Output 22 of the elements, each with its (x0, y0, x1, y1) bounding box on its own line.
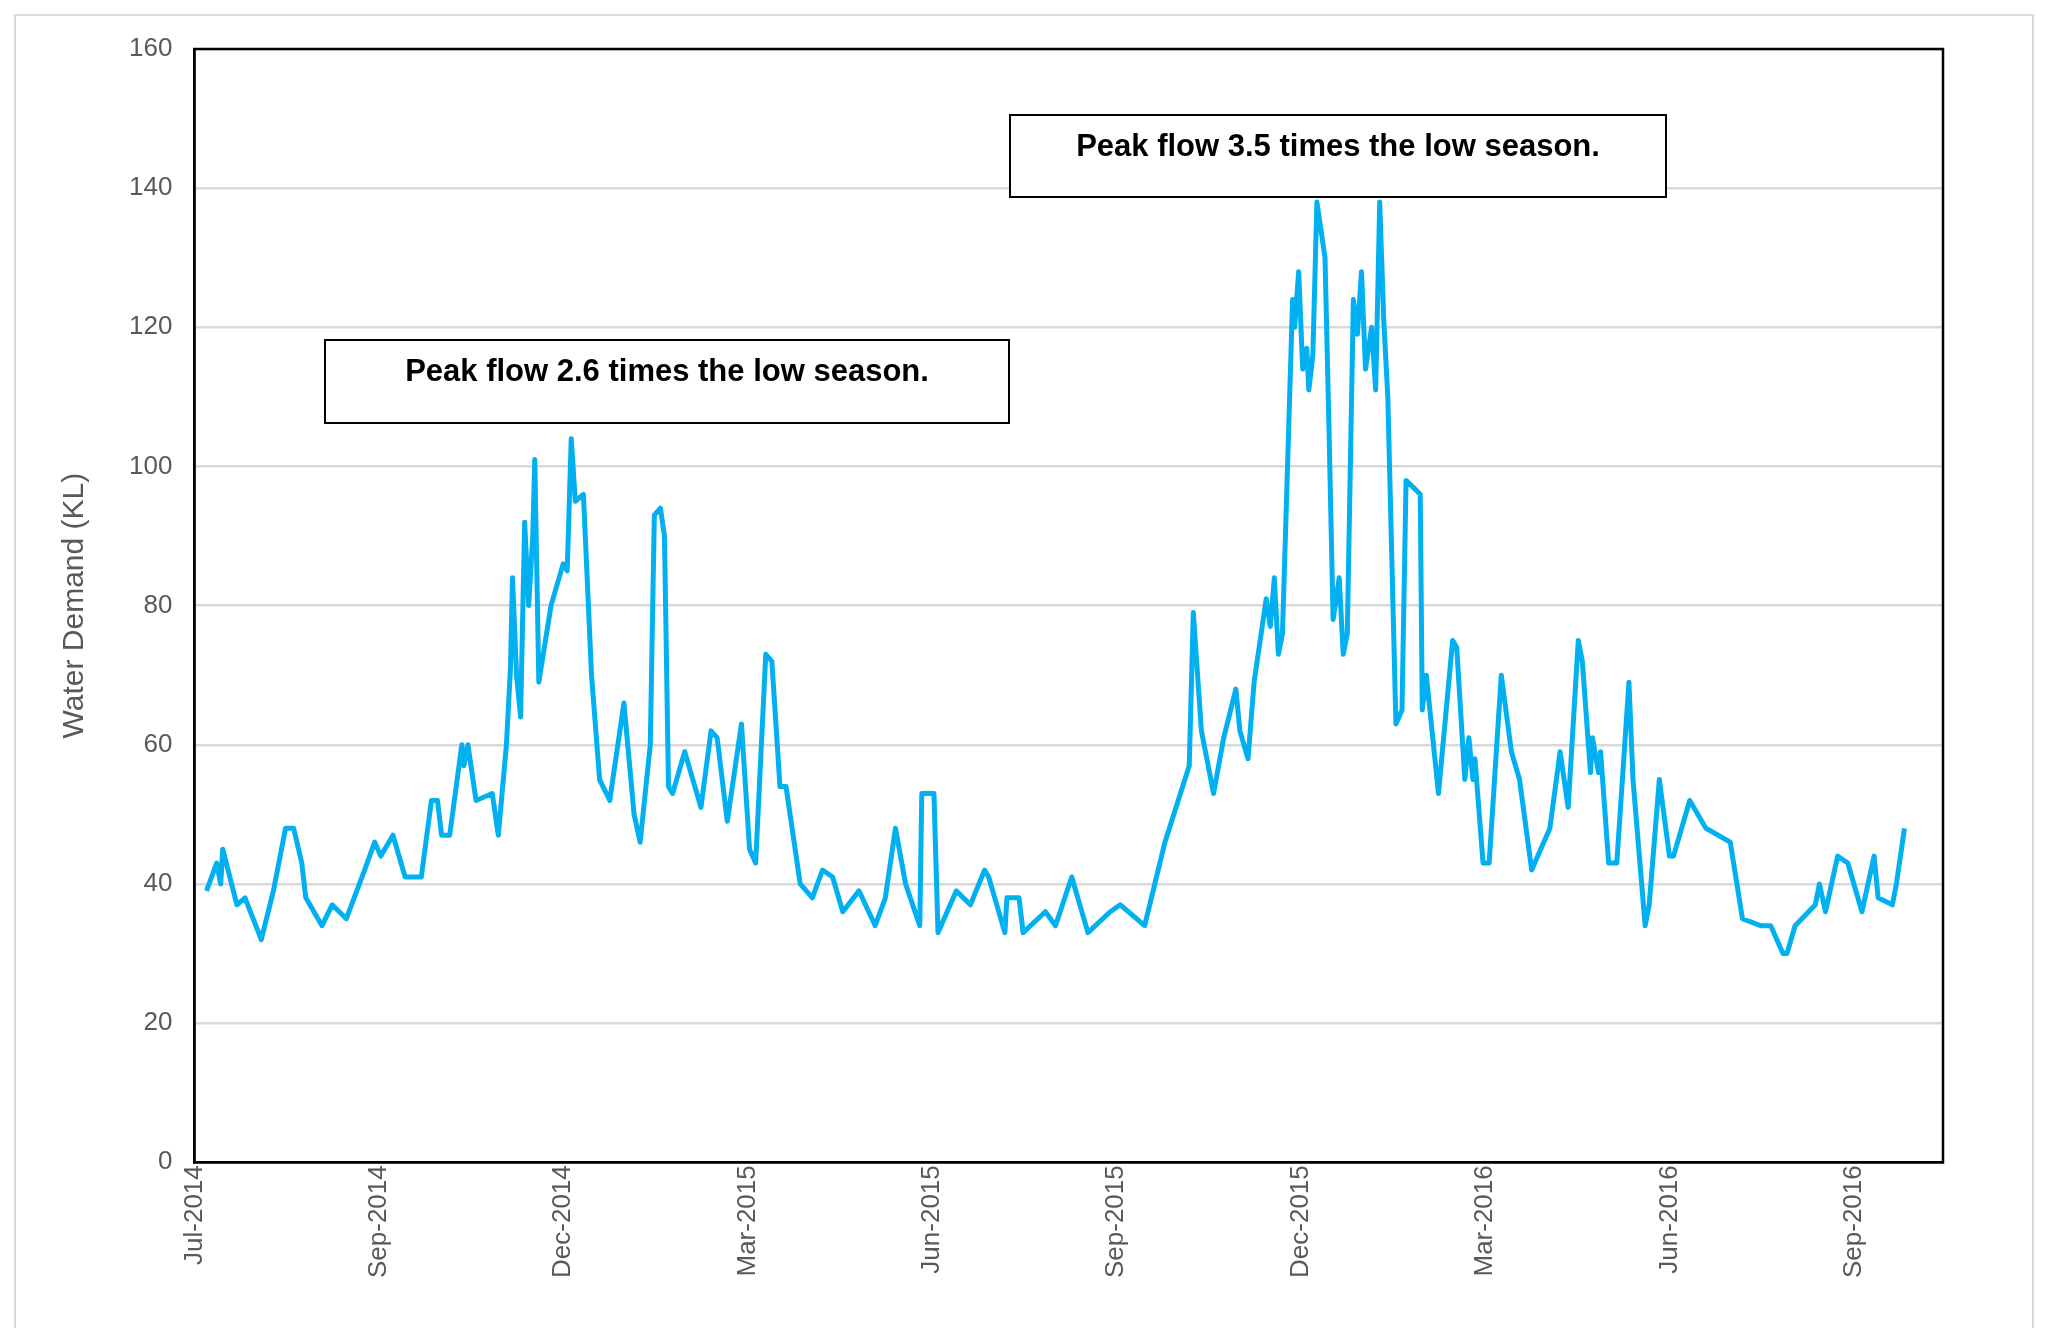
y-tick-label: 0 (157, 1145, 173, 1176)
y-tick-label: 160 (128, 32, 173, 63)
y-tick-label: 140 (128, 171, 173, 202)
y-tick-label: 100 (128, 449, 173, 480)
y-tick-label: 80 (143, 588, 173, 619)
x-tick-label: Sep-2015 (1099, 1165, 1130, 1279)
callout-box: Peak flow 3.5 times the low season. (1009, 114, 1667, 198)
x-tick-label: Jun-2015 (915, 1165, 946, 1274)
x-tick-label: Jul-2014 (177, 1165, 208, 1265)
x-tick-label: Sep-2014 (361, 1165, 392, 1279)
y-axis-title: Water Demand (KL) (56, 472, 90, 739)
x-tick-label: Mar-2015 (730, 1165, 761, 1277)
y-tick-label: 120 (128, 310, 173, 341)
y-tick-label: 40 (143, 867, 173, 898)
x-tick-label: Mar-2016 (1468, 1165, 1499, 1277)
callout-box: Peak flow 2.6 times the low season. (324, 339, 1010, 424)
y-tick-label: 20 (143, 1006, 173, 1037)
x-tick-label: Dec-2015 (1283, 1165, 1314, 1278)
x-tick-label: Dec-2014 (546, 1165, 577, 1278)
x-tick-label: Sep-2016 (1837, 1165, 1868, 1279)
x-tick-label: Jun-2016 (1652, 1165, 1683, 1274)
y-tick-label: 60 (143, 727, 173, 758)
